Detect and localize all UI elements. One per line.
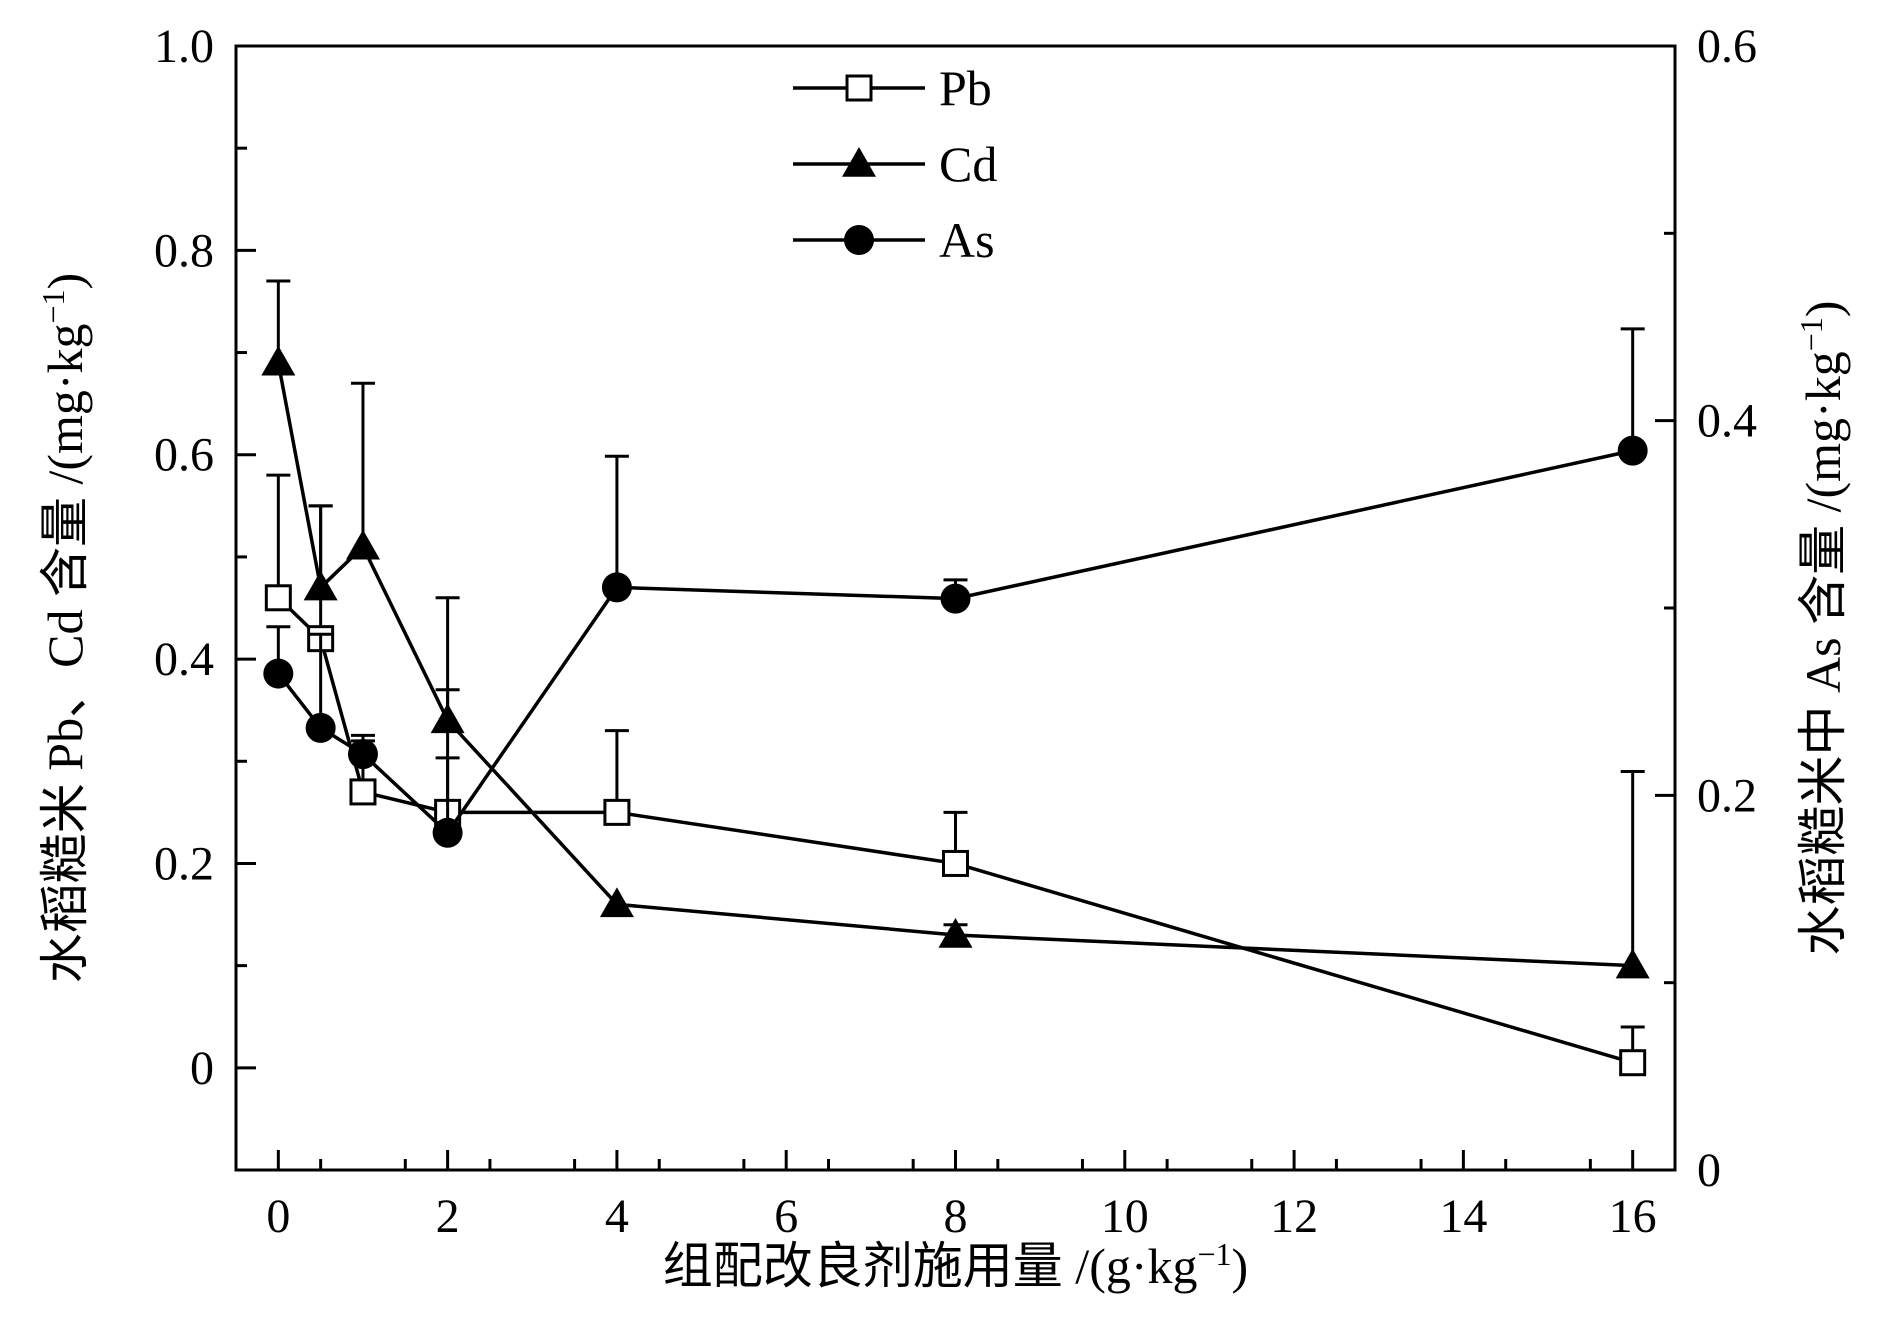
- series-pb: [264, 473, 1647, 1077]
- data-point: [938, 917, 973, 948]
- legend-marker: [844, 225, 874, 255]
- legend-label: Cd: [939, 136, 997, 192]
- x-tick-label: 6: [774, 1190, 798, 1243]
- data-point: [940, 583, 971, 614]
- y-right-tick-label: 0.2: [1697, 769, 1757, 822]
- data-point: [347, 739, 378, 770]
- x-tick-label: 4: [605, 1190, 629, 1243]
- series-as: [263, 327, 1648, 848]
- x-tick-label: 16: [1609, 1190, 1657, 1243]
- y-axis-right-title: 水稻糙米中 As 含量 /(mg·kg−1): [1793, 301, 1851, 956]
- x-tick-label: 2: [436, 1190, 460, 1243]
- y-left-tick-label: 1.0: [154, 20, 214, 73]
- data-point: [942, 849, 969, 877]
- series-line: [276, 448, 1634, 836]
- y-left-tick-label: 0.2: [154, 837, 214, 890]
- data-point: [1619, 1049, 1647, 1077]
- y-axis-left-title: 水稻糙米 Pb、Cd 含量 /(mg·kg−1): [35, 273, 93, 983]
- data-point: [430, 703, 465, 734]
- data-point: [264, 584, 292, 612]
- data-point: [1615, 948, 1650, 979]
- legend-marker: [842, 147, 876, 177]
- data-point: [345, 529, 380, 560]
- y-right-tick-label: 0.4: [1697, 395, 1757, 448]
- x-tick-label: 8: [944, 1190, 968, 1243]
- y-right-tick-label: 0.6: [1697, 20, 1757, 73]
- data-point: [1617, 435, 1648, 466]
- x-tick-label: 0: [266, 1190, 290, 1243]
- legend: Pb Cd As: [793, 60, 997, 268]
- data-point: [303, 570, 338, 601]
- y-left-tick-label: 0.8: [154, 224, 214, 277]
- y-left-tick-label: 0.4: [154, 633, 214, 686]
- y-left-tick-label: 0.6: [154, 429, 214, 482]
- legend-marker: [845, 74, 873, 102]
- x-axis-title: 组配改良剂施用量 /(g·kg−1): [663, 1236, 1248, 1294]
- x-tick-label: 12: [1270, 1190, 1318, 1243]
- data-point: [263, 658, 294, 689]
- x-tick-label: 14: [1439, 1190, 1487, 1243]
- y-left-tick-label: 0: [190, 1042, 214, 1095]
- data-point: [432, 817, 463, 848]
- axes: 0 2 4 6 8 10 12 14 16 0 0.2 0.4 0.6 0.8 1.0 0 0.2 0.4 0.6: [154, 20, 1757, 1243]
- legend-label: Pb: [939, 60, 992, 116]
- data-point: [349, 778, 377, 806]
- data-point: [599, 887, 634, 918]
- legend-label: As: [939, 212, 995, 268]
- y-right-tick-label: 0: [1697, 1144, 1721, 1197]
- series-cd: [261, 279, 1650, 979]
- data-point: [261, 345, 296, 376]
- data-point: [305, 712, 336, 743]
- data-point: [601, 572, 632, 603]
- x-tick-label: 10: [1101, 1190, 1149, 1243]
- data-point: [603, 798, 631, 826]
- series-layer: [261, 279, 1650, 1077]
